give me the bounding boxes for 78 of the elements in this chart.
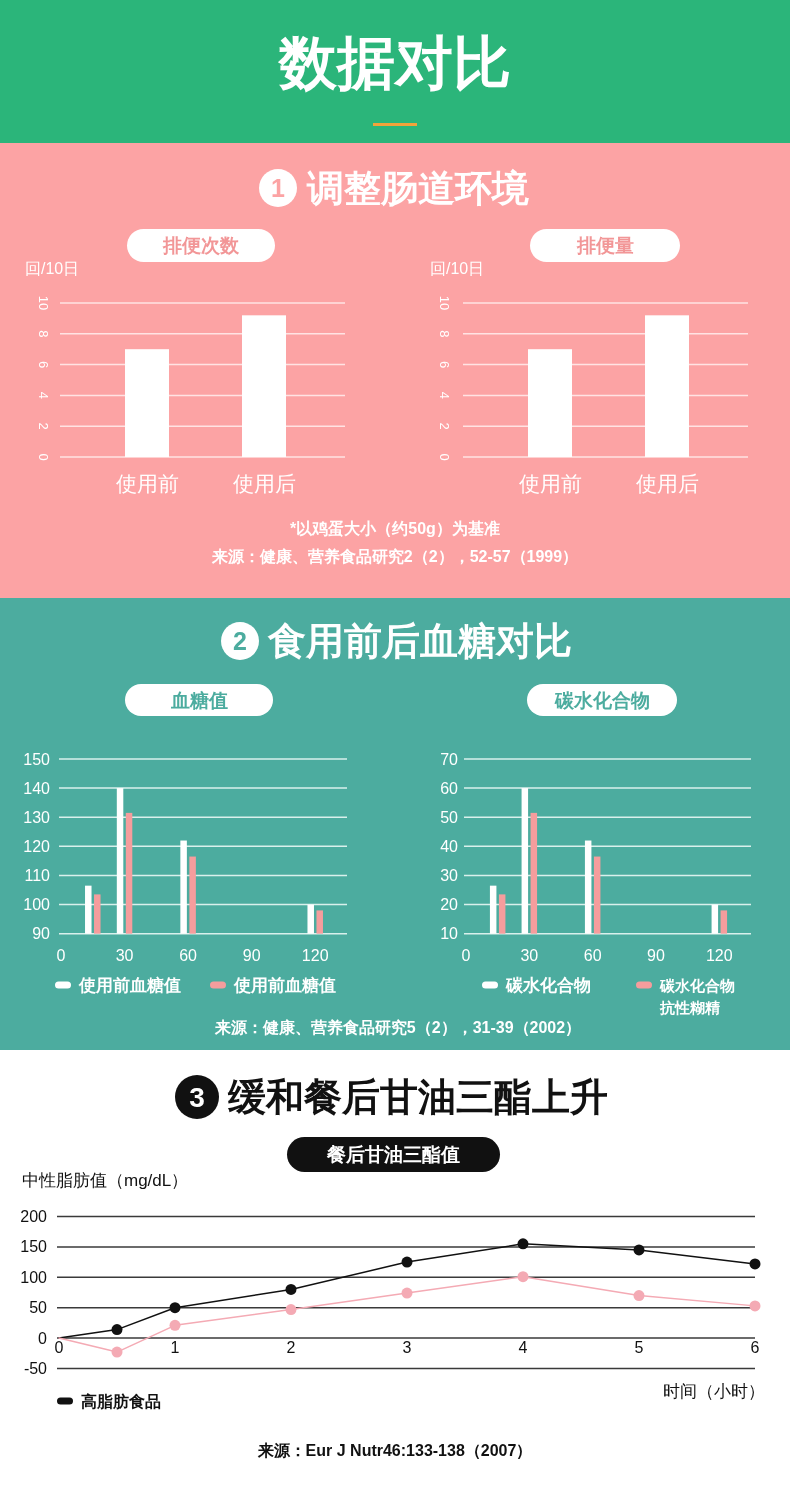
- y-tick-label: 6: [35, 361, 51, 369]
- annotation: 数据对比: [279, 30, 511, 95]
- x-tick-label: 3: [402, 1339, 412, 1356]
- title: 血糖值: [170, 689, 228, 711]
- x-tick-label: 6: [750, 1339, 760, 1356]
- title: 排便量: [576, 235, 634, 256]
- y-tick-label: 2: [35, 422, 51, 430]
- x-tick-label: 0: [461, 947, 471, 964]
- y-tick-label: 70: [440, 750, 458, 768]
- y-axis-title: 中性脂肪值（mg/dL）: [22, 1171, 189, 1190]
- category-label: 使用前: [115, 472, 179, 495]
- y-tick-label: 6: [436, 361, 452, 369]
- y-tick-label: 0: [35, 453, 51, 461]
- annotation: 1: [271, 174, 285, 202]
- x-axis-title: 时间（小时）: [663, 1382, 765, 1401]
- y-tick-label: 0: [436, 453, 452, 461]
- y-tick-label: 50: [29, 1299, 47, 1317]
- annotation: 调整肠道环境: [307, 168, 529, 209]
- title: 餐后甘油三酯值: [327, 1144, 460, 1165]
- x-tick-label: 120: [706, 947, 733, 964]
- y-tick-label: 200: [20, 1208, 47, 1225]
- y-tick-label: 90: [32, 925, 50, 943]
- x-tick-label: 2: [286, 1339, 296, 1356]
- x-tick-label: 90: [242, 947, 261, 964]
- y-tick-label: 20: [440, 896, 458, 914]
- x-tick-label: 30: [115, 947, 134, 964]
- y-tick-label: 120: [23, 837, 50, 855]
- y-tick-label: 60: [440, 779, 458, 797]
- annotation: 3: [189, 1082, 205, 1113]
- x-tick-label: 5: [634, 1339, 644, 1356]
- y-tick-label: 10: [440, 925, 458, 943]
- y-tick-label: 30: [440, 866, 458, 884]
- annotation: 来源：健康、营养食品研究5（2），31-39（2002）: [214, 1019, 582, 1036]
- legend-label: 高脂肪食品: [81, 1392, 161, 1410]
- legend-label: 碳水化合物: [506, 975, 591, 995]
- y-tick-label: 110: [24, 866, 50, 884]
- y-tick-label: 150: [20, 1238, 47, 1256]
- y-tick-label: 130: [23, 808, 50, 826]
- y-tick-label: 10: [35, 295, 51, 311]
- category-label: 使用前: [518, 472, 582, 495]
- y-tick-label: 50: [440, 808, 458, 826]
- title: 碳水化合物: [554, 689, 650, 711]
- legend-label: 使用前血糖值: [79, 975, 181, 995]
- y-tick-label: 100: [23, 896, 50, 914]
- y-tick-label: 40: [440, 837, 458, 855]
- y-tick-label: 100: [20, 1268, 47, 1286]
- title: 排便次数: [163, 235, 239, 256]
- y-tick-label: -50: [23, 1360, 47, 1377]
- annotation: 来源：健康、营养食品研究2（2），52-57（1999）: [211, 548, 579, 565]
- y-tick-label: 140: [23, 779, 50, 797]
- x-tick-label: 1: [170, 1339, 180, 1356]
- y-tick-label: 8: [436, 330, 452, 338]
- x-tick-label: 0: [56, 947, 66, 964]
- category-label: 使用后: [232, 472, 296, 495]
- annotation: 食用前后血糖对比: [268, 620, 572, 662]
- y-tick-label: 4: [35, 391, 51, 399]
- y-tick-label: 2: [436, 422, 452, 430]
- x-tick-label: 60: [583, 947, 602, 964]
- x-tick-label: 90: [647, 947, 665, 964]
- annotation: 2: [233, 627, 247, 655]
- y-tick-label: 0: [38, 1329, 47, 1347]
- annotation: 来源：Eur J Nutr46:133-138（2007）: [257, 1442, 533, 1459]
- x-tick-label: 60: [179, 947, 197, 964]
- annotation: 缓和餐后甘油三酯上升: [228, 1076, 608, 1118]
- legend-label: 使用前血糖值: [234, 975, 336, 995]
- y-tick-label: 8: [35, 330, 51, 338]
- legend-label: 碳水化合物抗性糊精: [660, 976, 735, 1016]
- x-tick-label: 0: [54, 1339, 64, 1356]
- y-tick-label: 4: [436, 391, 452, 399]
- x-tick-label: 4: [518, 1339, 528, 1356]
- x-tick-label: 30: [520, 947, 539, 964]
- y-tick-label: 10: [436, 295, 452, 311]
- y-axis-title: 回/10日: [430, 260, 485, 277]
- y-axis-title: 回/10日: [25, 260, 80, 277]
- annotation: *以鸡蛋大小（约50g）为基准: [290, 520, 500, 537]
- category-label: 使用后: [635, 472, 699, 495]
- y-tick-label: 150: [23, 750, 50, 768]
- x-tick-label: 120: [301, 947, 329, 964]
